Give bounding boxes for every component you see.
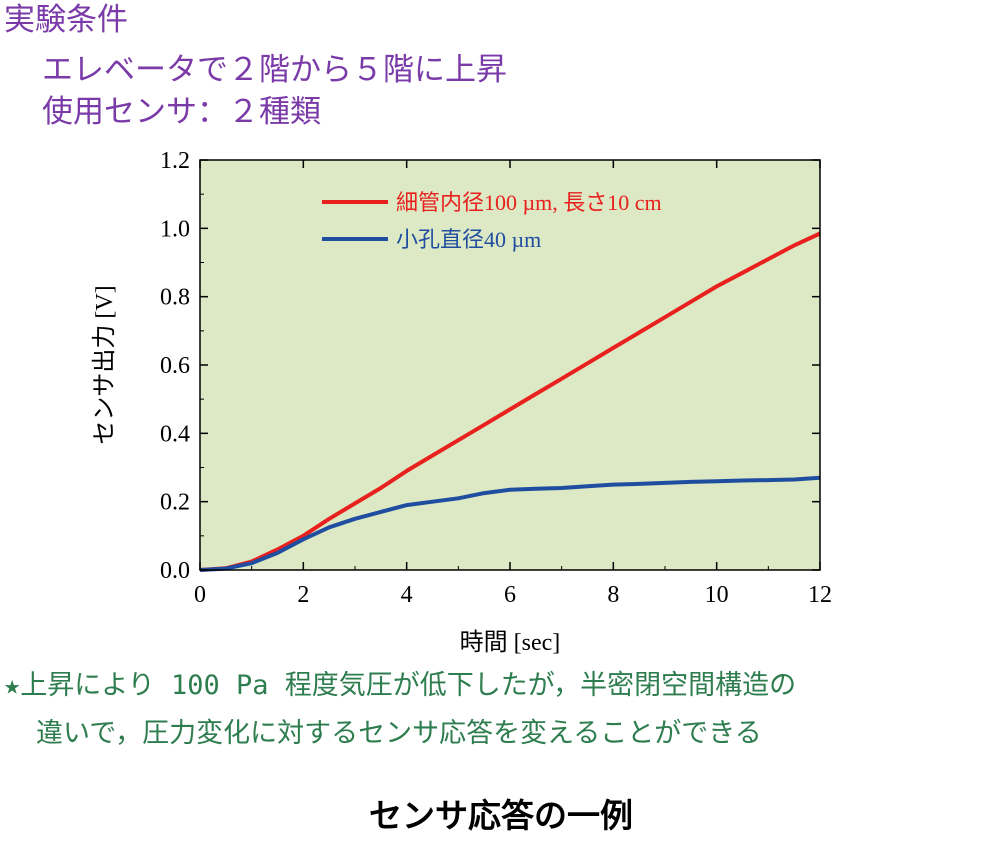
series-lines bbox=[199, 231, 821, 572]
y-tick-label: 0.2 bbox=[160, 490, 190, 516]
y-tick-label: 0.6 bbox=[160, 353, 190, 379]
condition-elevator: エレベータで２階から５階に上昇 bbox=[42, 52, 507, 88]
x-tick-label: 0 bbox=[194, 582, 206, 608]
x-tick-label: 12 bbox=[808, 582, 832, 608]
condition-sensors: 使用センサ：２種類 bbox=[42, 94, 321, 130]
conditions-title: 実験条件 bbox=[4, 2, 128, 38]
x-tick-label: 4 bbox=[401, 582, 413, 608]
series-line-2 bbox=[199, 475, 821, 572]
note-line-1: ★上昇により 100 Pa 程度気圧が低下したが，半密閉空間構造の bbox=[4, 669, 796, 703]
x-tick-label: 8 bbox=[607, 582, 619, 608]
y-axis-label: センサ出力 [V] bbox=[91, 285, 118, 444]
star-icon: ★ bbox=[4, 670, 21, 701]
plot-area bbox=[200, 160, 820, 570]
note-text-1: 上昇により 100 Pa 程度気圧が低下したが，半密閉空間構造の bbox=[20, 670, 797, 701]
figure-caption: センサ応答の一例 bbox=[369, 796, 633, 835]
x-tick-label: 6 bbox=[504, 582, 516, 608]
y-tick-label: 1.0 bbox=[160, 216, 190, 242]
series-line-1 bbox=[199, 231, 821, 572]
y-tick-label: 1.2 bbox=[160, 148, 190, 174]
axis-ticks: 0 2 4 6 8 10 12 0.0 0.2 0.4 0.6 0.8 1.0 1.2 bbox=[160, 148, 832, 608]
y-tick-label: 0.8 bbox=[160, 285, 190, 311]
legend: 細管内径100 µm, 長さ10 cm 小孔直径40 µm bbox=[322, 190, 662, 252]
y-tick-label: 0.0 bbox=[160, 558, 190, 584]
legend-label-2: 小孔直径40 µm bbox=[396, 227, 541, 252]
note-line-2: 違いで，圧力変化に対するセンサ応答を変えることができる bbox=[36, 718, 762, 749]
x-tick-label: 10 bbox=[705, 582, 729, 608]
y-tick-label: 0.4 bbox=[160, 421, 190, 447]
plot-frame bbox=[199, 159, 821, 571]
legend-label-1: 細管内径100 µm, 長さ10 cm bbox=[396, 190, 662, 215]
sensor-response-chart: 0 2 4 6 8 10 12 0.0 0.2 0.4 0.6 0.8 1.0 1.2 細管内径100 µ… bbox=[91, 148, 832, 656]
x-tick-label: 2 bbox=[297, 582, 309, 608]
x-axis-label: 時間 [sec] bbox=[460, 629, 561, 656]
